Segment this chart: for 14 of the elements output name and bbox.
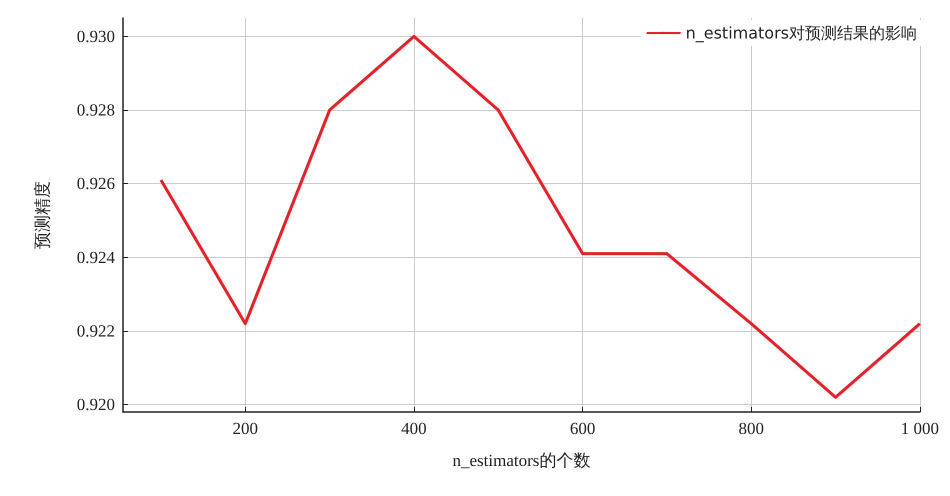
x-tick-label: 1 000 — [900, 419, 939, 438]
y-axis-title: 预测精度 — [33, 181, 52, 249]
y-tick-label: 0.924 — [76, 248, 116, 267]
legend-label: n_estimators对预测结果的影响 — [686, 24, 917, 42]
y-tick-label: 0.922 — [76, 321, 115, 340]
x-tick-label: 800 — [738, 419, 764, 438]
x-tick-label: 200 — [232, 419, 258, 438]
x-axis-title: n_estimators的个数 — [452, 451, 590, 470]
y-tick-label: 0.930 — [76, 26, 115, 46]
y-tick-label: 0.928 — [76, 100, 115, 120]
x-tick-label: 400 — [401, 419, 427, 438]
y-tick-label: 0.920 — [76, 395, 115, 414]
x-tick-label: 600 — [570, 419, 596, 438]
y-tick-label: 0.926 — [76, 174, 115, 194]
